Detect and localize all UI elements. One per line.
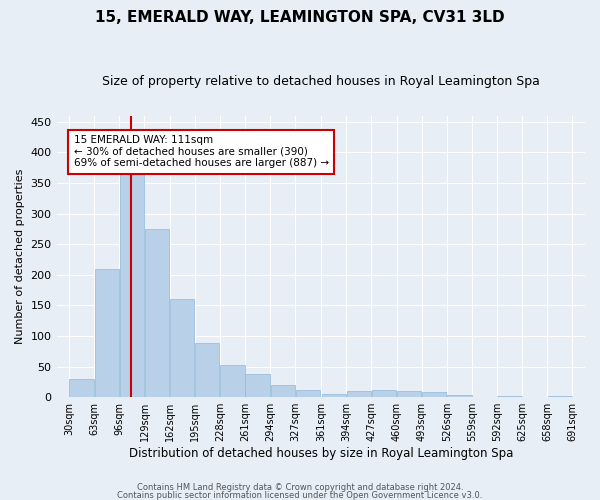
Bar [220,366,245,397]
Bar [296,390,320,397]
Bar [271,385,295,397]
Bar [170,299,194,397]
Bar [347,391,371,397]
Bar [447,395,472,397]
Text: Contains HM Land Registry data © Crown copyright and database right 2024.: Contains HM Land Registry data © Crown c… [137,484,463,492]
Bar [497,396,522,397]
Text: 15 EMERALD WAY: 111sqm
← 30% of detached houses are smaller (390)
69% of semi-de: 15 EMERALD WAY: 111sqm ← 30% of detached… [74,135,329,168]
Bar [70,379,94,397]
Bar [372,390,396,397]
Bar [397,391,421,397]
Bar [548,396,572,397]
Bar [322,394,346,397]
Text: Contains public sector information licensed under the Open Government Licence v3: Contains public sector information licen… [118,491,482,500]
Bar [422,392,446,397]
Title: Size of property relative to detached houses in Royal Leamington Spa: Size of property relative to detached ho… [102,75,540,88]
X-axis label: Distribution of detached houses by size in Royal Leamington Spa: Distribution of detached houses by size … [128,447,513,460]
Y-axis label: Number of detached properties: Number of detached properties [15,168,25,344]
Bar [145,229,169,397]
Bar [195,344,220,397]
Text: 15, EMERALD WAY, LEAMINGTON SPA, CV31 3LD: 15, EMERALD WAY, LEAMINGTON SPA, CV31 3L… [95,10,505,25]
Bar [95,268,119,397]
Bar [120,166,144,397]
Bar [245,374,270,397]
